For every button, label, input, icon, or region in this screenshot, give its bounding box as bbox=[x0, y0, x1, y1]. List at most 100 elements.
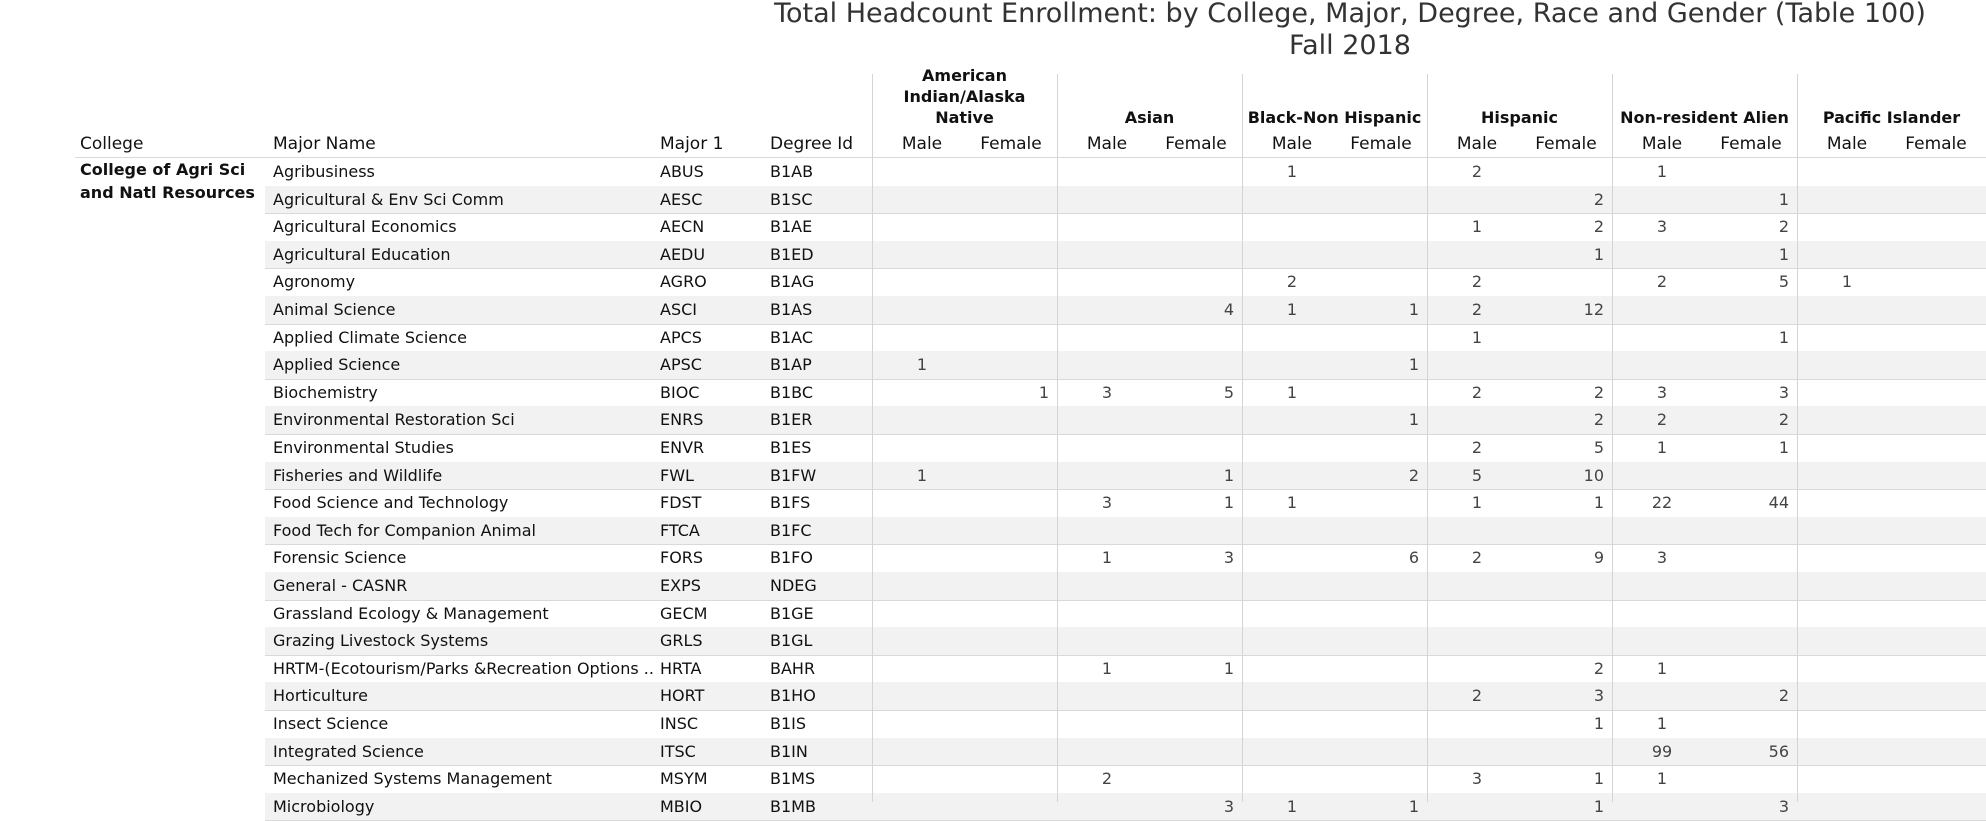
female-count: 1 bbox=[1778, 327, 1789, 347]
major-code: INSC bbox=[660, 714, 699, 733]
major-code: FORS bbox=[660, 548, 704, 568]
header-major1: Major 1 bbox=[660, 134, 724, 154]
male-count: 1 bbox=[1656, 658, 1668, 678]
group-header: Black-Non Hispanic bbox=[1242, 84, 1427, 130]
report-subtitle: Fall 2018 bbox=[1289, 30, 1411, 61]
row-divider bbox=[265, 654, 1986, 656]
female-count: 3 bbox=[1778, 796, 1789, 816]
female-count: 2 bbox=[1778, 217, 1789, 237]
group-header-label: Hispanic bbox=[1481, 107, 1558, 128]
degree-id: BAHR bbox=[770, 658, 816, 678]
male-count: 2 bbox=[1471, 438, 1483, 457]
major-name: Applied Science bbox=[273, 355, 401, 375]
male-count: 3 bbox=[1656, 382, 1668, 402]
male-count: 1 bbox=[1101, 658, 1113, 678]
row-shade bbox=[265, 296, 1986, 324]
row-divider bbox=[265, 213, 1986, 215]
female-count: 1 bbox=[1778, 244, 1789, 264]
degree-id: B1IN bbox=[770, 741, 808, 761]
row-divider bbox=[265, 765, 1986, 767]
major-name: Agronomy bbox=[273, 272, 356, 292]
row-shade bbox=[265, 572, 1986, 600]
degree-id: B1GE bbox=[770, 603, 814, 623]
male-count: 3 bbox=[1471, 769, 1483, 789]
male-count: 1 bbox=[1841, 272, 1853, 292]
major-code: MSYM bbox=[660, 769, 708, 789]
male-count: 2 bbox=[1656, 410, 1668, 430]
group-header-line2: Black-Non Hispanic bbox=[1247, 108, 1422, 127]
female-count: 2 bbox=[1778, 686, 1789, 706]
degree-id: B1ES bbox=[770, 438, 812, 457]
male-count: 2 bbox=[1471, 548, 1483, 568]
male-header: Male bbox=[901, 134, 943, 154]
group-header-label: Black-Non Hispanic bbox=[1248, 107, 1422, 128]
male-count: 1 bbox=[1286, 796, 1298, 816]
row-shade bbox=[265, 461, 1986, 490]
degree-id: NDEG bbox=[770, 576, 817, 595]
major-code: ASCI bbox=[660, 300, 697, 319]
female-count: 1 bbox=[1408, 300, 1419, 319]
row-shade bbox=[265, 240, 1986, 269]
female-header: Female bbox=[1535, 134, 1597, 154]
major-code: FDST bbox=[660, 493, 702, 513]
male-count: 2 bbox=[1471, 162, 1483, 181]
male-count: 1 bbox=[1286, 300, 1298, 319]
row-divider bbox=[265, 710, 1986, 711]
female-count: 1 bbox=[1778, 189, 1789, 209]
male-count: 1 bbox=[1286, 382, 1298, 402]
female-count: 2 bbox=[1408, 465, 1419, 485]
major-name: General - CASNR bbox=[273, 576, 408, 595]
male-count: 3 bbox=[1656, 548, 1668, 568]
group-header-line2: Asian bbox=[1124, 108, 1175, 127]
row-shade bbox=[265, 682, 1986, 710]
header-college: College bbox=[80, 134, 144, 154]
major-code: GRLS bbox=[660, 631, 703, 651]
row-shade bbox=[265, 737, 1986, 766]
male-count: 3 bbox=[1101, 382, 1113, 402]
male-count: 1 bbox=[1656, 714, 1668, 733]
female-count: 10 bbox=[1583, 465, 1604, 485]
male-count: 1 bbox=[1471, 327, 1483, 347]
male-count: 5 bbox=[1471, 465, 1483, 485]
major-code: ITSC bbox=[660, 741, 696, 761]
group-header: Asian bbox=[1057, 84, 1242, 130]
female-count: 2 bbox=[1593, 217, 1604, 237]
female-header: Female bbox=[980, 134, 1042, 154]
male-count: 1 bbox=[1656, 162, 1668, 181]
male-count: 1 bbox=[1101, 548, 1113, 568]
major-code: BIOC bbox=[660, 382, 700, 402]
major-name: Grazing Livestock Systems bbox=[273, 631, 489, 651]
group-header: Hispanic bbox=[1427, 84, 1612, 130]
row-shade bbox=[265, 185, 1986, 214]
degree-id: B1IS bbox=[770, 714, 807, 733]
female-header: Female bbox=[1905, 134, 1967, 154]
female-count: 1 bbox=[1223, 493, 1234, 513]
female-count: 2 bbox=[1593, 410, 1604, 430]
column-divider bbox=[1612, 74, 1613, 802]
female-count: 3 bbox=[1223, 548, 1234, 568]
male-count: 1 bbox=[1286, 493, 1298, 513]
major-name: Agricultural & Env Sci Comm bbox=[273, 189, 504, 209]
row-shade bbox=[265, 406, 1986, 434]
degree-id: B1HO bbox=[770, 686, 816, 706]
group-header: Non-resident Alien bbox=[1612, 84, 1797, 130]
female-header: Female bbox=[1165, 134, 1227, 154]
major-name: Environmental Restoration Sci bbox=[273, 410, 515, 430]
female-count: 4 bbox=[1223, 300, 1234, 319]
female-count: 1 bbox=[1593, 493, 1604, 513]
major-name: Integrated Science bbox=[273, 741, 424, 761]
group-header: American Indian/Alaska Native bbox=[872, 66, 1057, 130]
female-count: 2 bbox=[1593, 382, 1604, 402]
male-header: Male bbox=[1456, 134, 1498, 154]
female-count: 1 bbox=[1408, 796, 1419, 816]
female-count: 1 bbox=[1408, 355, 1419, 375]
major-name: Agricultural Economics bbox=[273, 217, 457, 237]
major-name: Microbiology bbox=[273, 796, 375, 816]
major-code: FTCA bbox=[660, 520, 700, 540]
header-major-name: Major Name bbox=[273, 134, 376, 154]
male-count: 1 bbox=[916, 465, 928, 485]
degree-id: B1MB bbox=[770, 796, 816, 816]
female-header: Female bbox=[1720, 134, 1782, 154]
female-count: 5 bbox=[1778, 272, 1789, 292]
female-count: 12 bbox=[1583, 300, 1604, 319]
